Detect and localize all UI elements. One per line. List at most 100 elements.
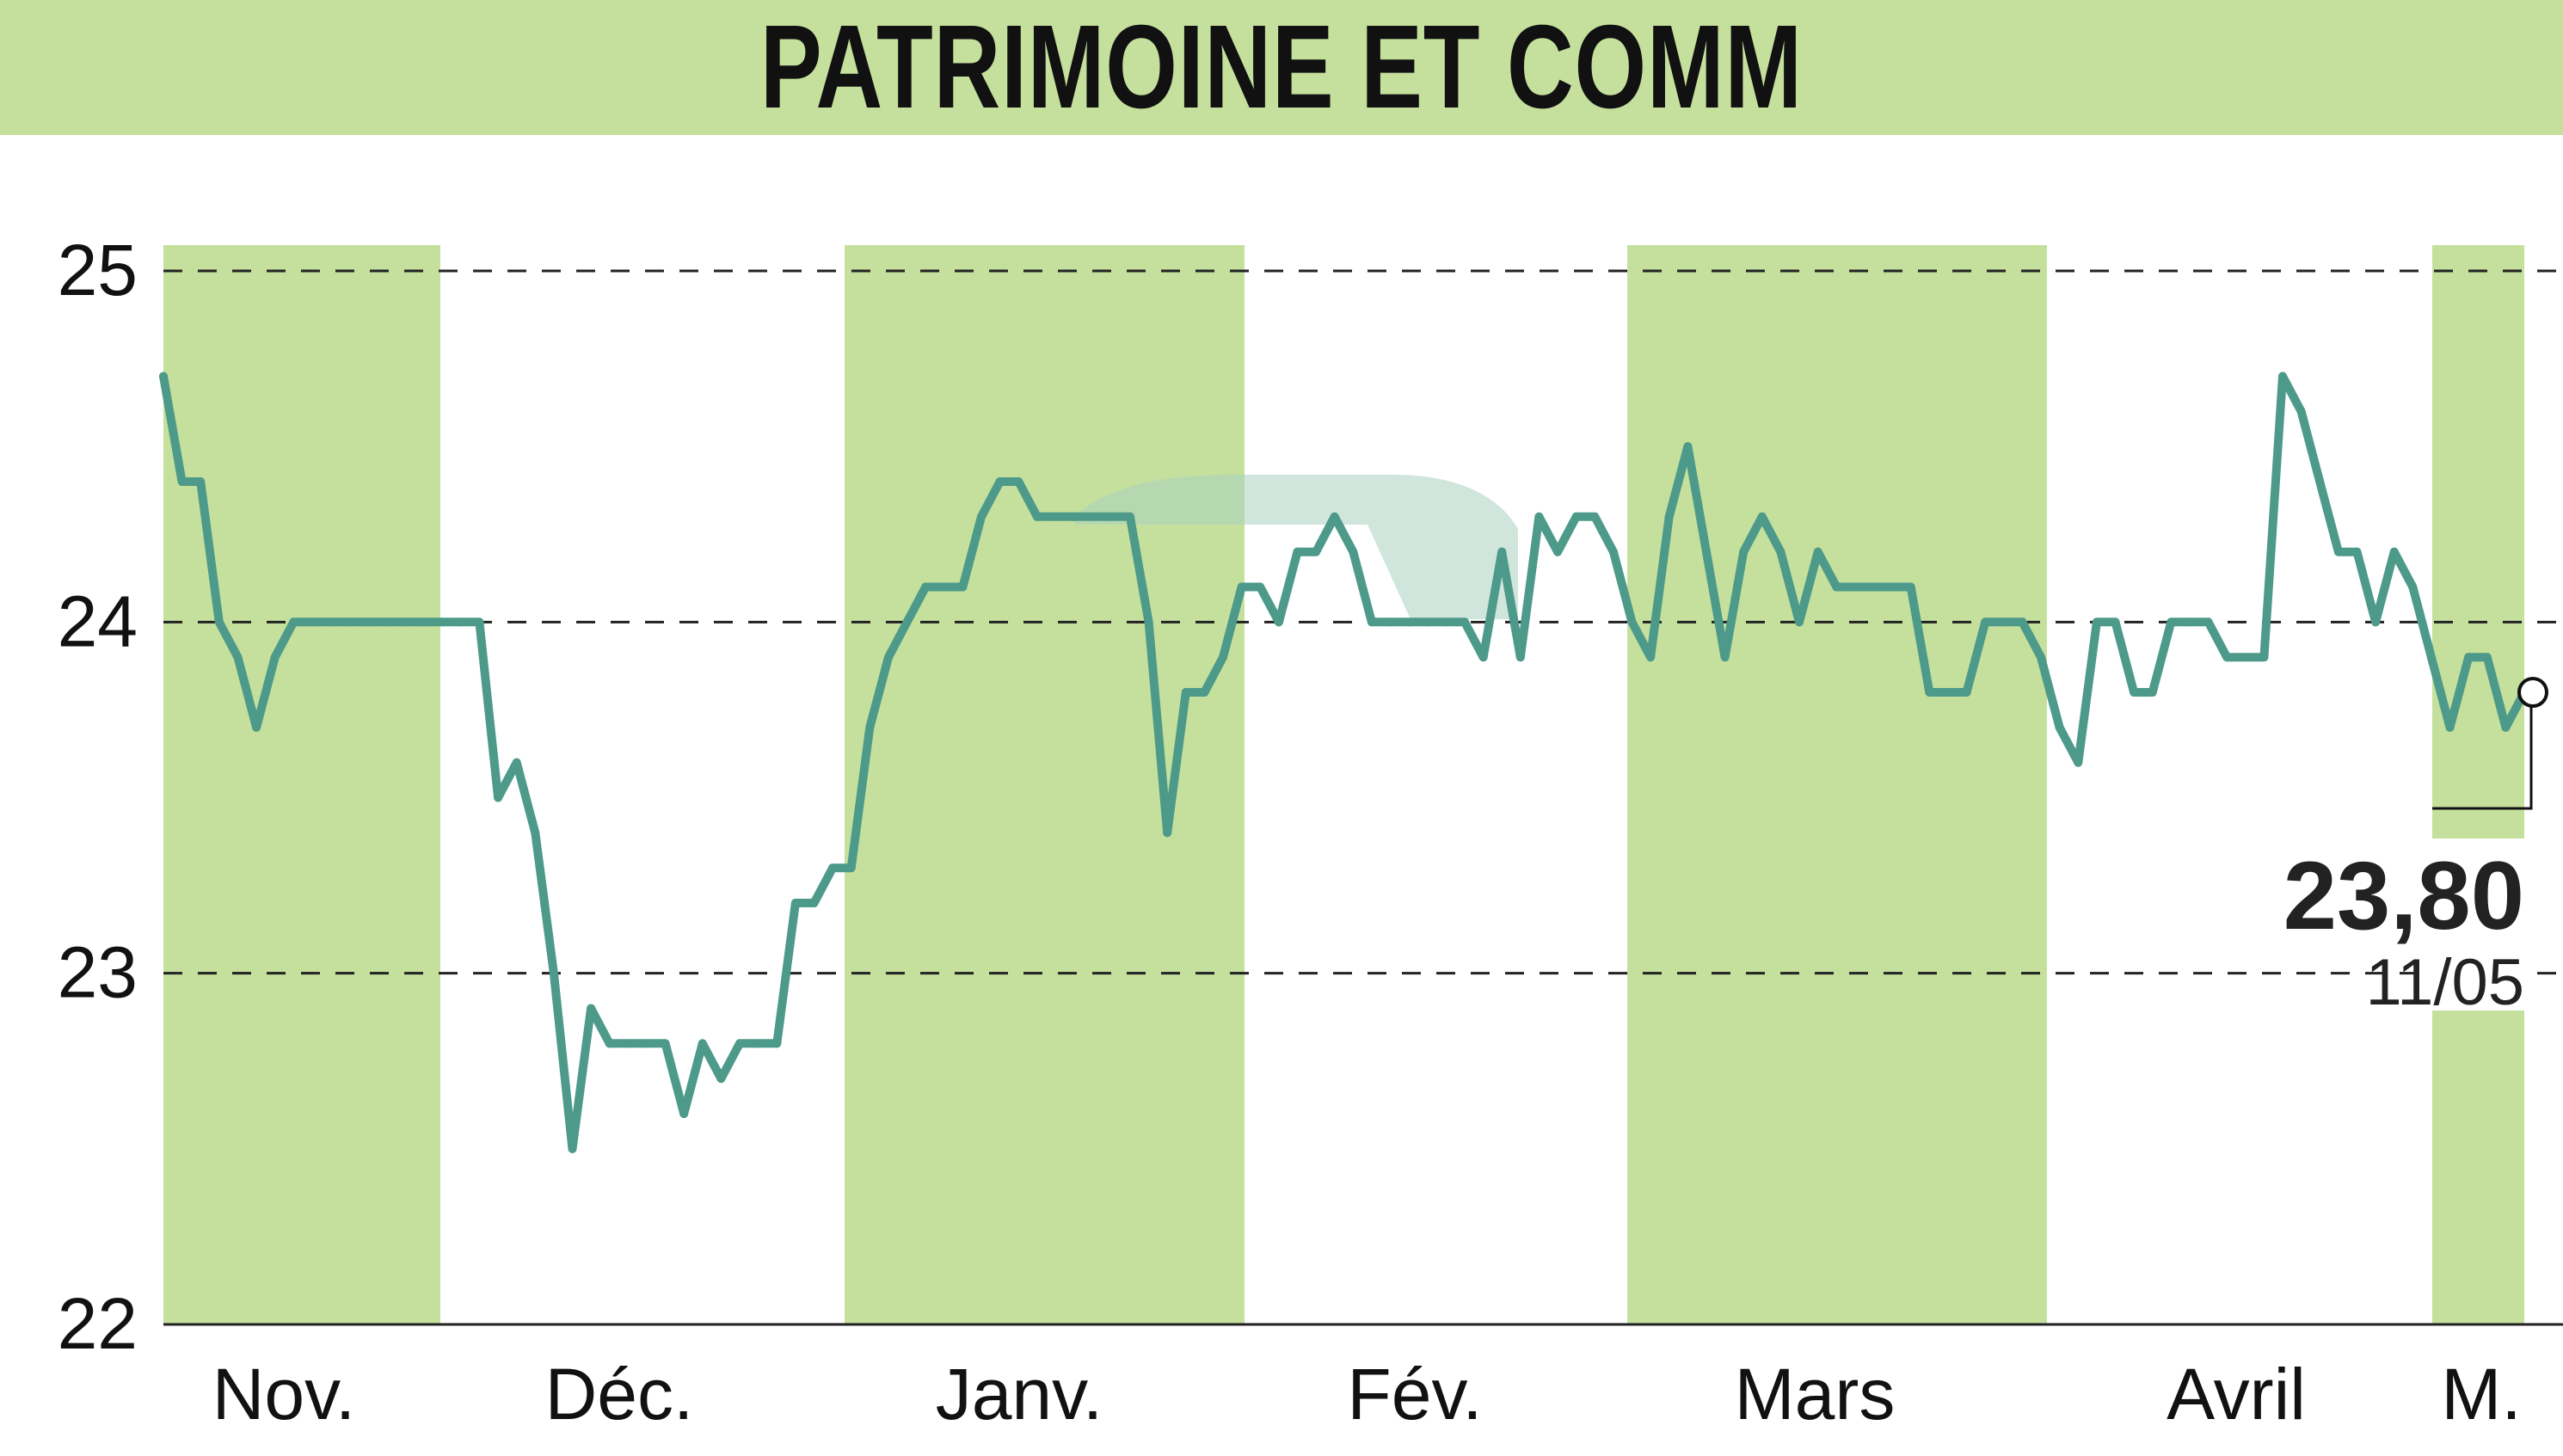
data-point [1088, 512, 1097, 521]
data-point [883, 653, 893, 662]
data-point [958, 582, 968, 592]
data-point [2185, 617, 2194, 627]
data-point [2092, 617, 2101, 627]
data-point [1943, 688, 1952, 697]
data-point [1981, 617, 1990, 627]
data-point [1051, 512, 1060, 521]
data-point [1701, 547, 1711, 556]
data-point [252, 722, 261, 732]
watermark-logo [1075, 475, 1518, 619]
data-point [753, 1039, 763, 1048]
last-value-label: 23,80 [2283, 842, 2524, 949]
data-point [568, 1144, 577, 1153]
price-line [159, 372, 2529, 1153]
data-point [1590, 512, 1600, 521]
data-point [531, 828, 540, 838]
data-point [345, 617, 354, 627]
data-point [512, 758, 521, 767]
data-point [1386, 617, 1395, 627]
x-tick-label: Fév. [1347, 1354, 1482, 1434]
data-point [382, 617, 391, 627]
data-point [1627, 617, 1637, 627]
data-point [1739, 547, 1749, 556]
data-point [1237, 582, 1246, 592]
x-tick-label: M. [2441, 1354, 2521, 1434]
data-point [1200, 688, 1209, 697]
data-point [2333, 547, 2343, 556]
data-point [1757, 512, 1767, 521]
data-point [2259, 653, 2269, 662]
data-point [214, 617, 224, 627]
data-point [289, 617, 298, 627]
data-point [1144, 617, 1153, 627]
data-point [1999, 617, 2008, 627]
price-series [159, 372, 2529, 1153]
data-point [1646, 653, 1656, 662]
data-point [809, 899, 819, 907]
data-point [2389, 547, 2399, 556]
y-tick-label: 23 [58, 932, 138, 1013]
data-point [1274, 617, 1283, 627]
data-point [1181, 688, 1190, 697]
data-point [2037, 653, 2046, 662]
data-point [1478, 653, 1488, 662]
data-point [1497, 547, 1507, 556]
data-point [846, 863, 856, 873]
data-point [2074, 758, 2083, 767]
data-point [1404, 617, 1414, 627]
data-point [698, 1039, 707, 1048]
data-point [270, 653, 280, 662]
data-point [1032, 512, 1042, 521]
x-tick-label: Janv. [936, 1354, 1103, 1434]
data-point [1293, 547, 1302, 556]
data-point [624, 1039, 633, 1048]
data-point [2222, 653, 2232, 662]
data-point [977, 512, 986, 521]
data-point [2464, 653, 2474, 662]
data-point [716, 1074, 726, 1084]
data-point [921, 582, 931, 592]
data-point [1683, 442, 1693, 452]
data-point [1720, 653, 1730, 662]
y-tick-label: 22 [58, 1283, 138, 1364]
data-point [196, 477, 206, 486]
data-point [2352, 547, 2362, 556]
data-point [456, 617, 465, 627]
title-bar: PATRIMOINE ET COMM [0, 0, 2563, 135]
data-point [2278, 372, 2288, 381]
data-point [233, 653, 243, 662]
data-point [2426, 653, 2436, 662]
data-point [326, 617, 335, 627]
data-point [2315, 477, 2325, 486]
data-point [1163, 828, 1172, 838]
data-point [307, 617, 317, 627]
data-point [1460, 617, 1469, 627]
data-point [1571, 512, 1581, 521]
data-point [772, 1039, 782, 1048]
data-point [1608, 547, 1618, 556]
data-point [1014, 477, 1023, 486]
data-point [1795, 617, 1804, 627]
x-tick-label: Mars [1735, 1354, 1896, 1434]
data-point [1850, 582, 1859, 592]
month-band-6 [2432, 245, 2524, 1324]
data-point [2371, 617, 2381, 627]
data-point [2148, 688, 2157, 697]
data-point [661, 1039, 670, 1048]
data-point [605, 1039, 614, 1048]
data-point [1070, 512, 1079, 521]
data-point [828, 863, 838, 873]
data-point [1423, 617, 1432, 627]
data-point [1534, 512, 1544, 521]
data-point [363, 617, 372, 627]
data-point [939, 582, 949, 592]
data-point [438, 617, 447, 627]
data-point [2408, 582, 2418, 592]
data-point [1832, 582, 1841, 592]
month-band-4 [1627, 245, 2047, 1324]
data-point [1888, 582, 1897, 592]
data-point [2296, 407, 2306, 416]
data-point [735, 1039, 745, 1048]
